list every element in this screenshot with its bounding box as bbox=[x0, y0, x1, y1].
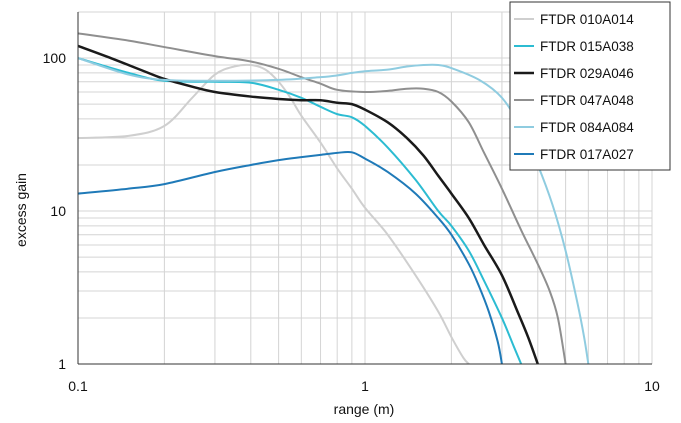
x-tick-label: 1 bbox=[361, 378, 369, 394]
series-line-3 bbox=[78, 32, 567, 364]
x-tick-label: 0.1 bbox=[68, 378, 88, 394]
series-line-2 bbox=[78, 44, 540, 364]
legend-entry: FTDR 029A046 bbox=[540, 66, 634, 81]
series-line-0 bbox=[78, 63, 470, 364]
series-line-5 bbox=[78, 150, 503, 364]
series-line-4 bbox=[78, 57, 590, 364]
legend-entry: FTDR 017A027 bbox=[540, 147, 634, 162]
legend-box bbox=[509, 1, 671, 171]
legend-entry: FTDR 084A084 bbox=[540, 120, 634, 135]
legend: FTDR 010A014 FTDR 015A038 FTDR 029A046 FTDR… bbox=[509, 1, 671, 171]
axes bbox=[77, 12, 652, 365]
x-tick-label: 10 bbox=[644, 378, 660, 394]
series-lines bbox=[78, 32, 590, 364]
legend-entry: FTDR 047A048 bbox=[540, 93, 634, 108]
legend-entry: FTDR 010A014 bbox=[540, 12, 634, 27]
legend-entry: FTDR 015A038 bbox=[540, 39, 634, 54]
x-axis-label: range (m) bbox=[334, 401, 395, 417]
y-tick-label: 100 bbox=[43, 50, 67, 66]
y-tick-label: 1 bbox=[58, 356, 66, 372]
y-axis-label: excess gain bbox=[13, 173, 29, 247]
series-line-1 bbox=[78, 57, 523, 364]
y-tick-label: 10 bbox=[50, 203, 66, 219]
